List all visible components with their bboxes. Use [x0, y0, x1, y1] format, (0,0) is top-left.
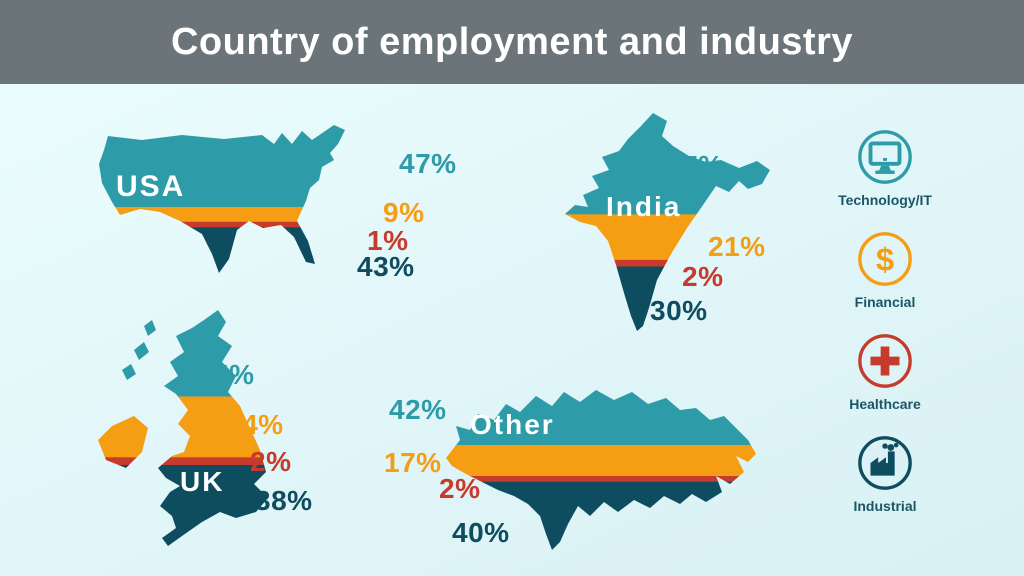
country-label-india: India [606, 191, 682, 222]
usa-pct-industrial: 43% [357, 251, 415, 282]
segment-band [99, 221, 345, 228]
page-title: Country of employment and industry [170, 20, 854, 63]
segment-band [446, 476, 756, 483]
segment-band [98, 310, 268, 398]
legend-label-healthcare: Healthcare [849, 396, 921, 412]
uk-pct-technology: 35% [197, 359, 255, 390]
country-label-uk: UK [180, 466, 225, 497]
monitor-icon [856, 128, 914, 186]
segment-band [99, 227, 345, 273]
dollar-icon: $ [856, 230, 914, 288]
other-map [446, 390, 756, 550]
segment-band [98, 457, 268, 466]
usa-map [99, 125, 345, 273]
india-pct-financial: 21% [708, 231, 766, 262]
uk-pct-healthcare: 2% [250, 446, 292, 477]
legend-item-financial: $ Financial [815, 230, 955, 310]
legend-item-technology: Technology/IT [815, 128, 955, 208]
india-pct-healthcare: 2% [682, 261, 724, 292]
uk-pct-financial: 24% [226, 409, 284, 440]
india-map [565, 113, 770, 331]
medical-cross-icon [856, 332, 914, 390]
india-pct-industrial: 30% [650, 295, 708, 326]
segment-band [446, 445, 756, 477]
svg-text:$: $ [876, 241, 894, 278]
header-banner: Country of employment and industry [0, 0, 1024, 84]
legend-label-industrial: Industrial [853, 498, 917, 514]
usa-pct-technology: 47% [399, 148, 457, 179]
uk-pct-industrial: 38% [255, 485, 313, 516]
legend-label-financial: Financial [854, 294, 916, 310]
other-pct-healthcare: 2% [439, 473, 481, 504]
uk-map [98, 310, 268, 546]
legend-label-technology: Technology/IT [838, 192, 932, 208]
other-pct-industrial: 40% [452, 517, 510, 548]
india-pct-technology: 47% [666, 150, 724, 181]
usa-pct-healthcare: 1% [367, 225, 409, 256]
other-pct-technology: 42% [389, 394, 447, 425]
factory-icon [856, 434, 914, 492]
usa-pct-financial: 9% [383, 197, 425, 228]
country-label-usa: USA [116, 170, 186, 203]
segment-band [99, 206, 345, 223]
other-pct-financial: 17% [384, 447, 442, 478]
legend-item-industrial: Industrial [815, 434, 955, 514]
legend-item-healthcare: Healthcare [815, 332, 955, 412]
country-label-other: Other [470, 409, 555, 440]
